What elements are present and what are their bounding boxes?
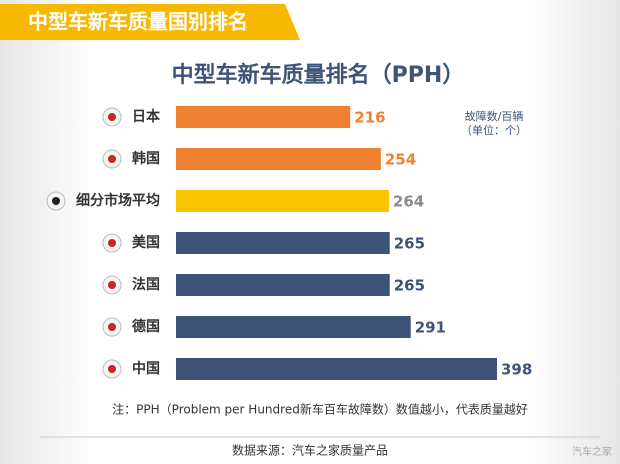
bar	[176, 106, 351, 128]
category-label: 法国	[132, 276, 160, 293]
flag-icon	[108, 365, 116, 373]
flag-icon	[108, 113, 116, 121]
unit-label: 故障数/百辆	[465, 109, 524, 123]
bar	[176, 190, 389, 212]
category-label: 中国	[132, 360, 160, 377]
value-label: 254	[385, 151, 416, 169]
category-label: 细分市场平均	[76, 192, 160, 209]
unit-label: （单位：个）	[461, 123, 527, 137]
flag-icon	[108, 239, 116, 247]
header-title: 中型车新车质量国别排名	[28, 10, 248, 34]
value-label: 216	[354, 109, 385, 127]
source: 数据来源：汽车之家质量产品	[232, 443, 388, 458]
bar	[176, 274, 390, 296]
bar	[176, 148, 381, 170]
value-label: 264	[393, 193, 424, 211]
note: 注：PPH（Problem per Hundred新车百车故障数）数值越小，代表…	[112, 402, 528, 417]
category-label: 日本	[132, 108, 161, 125]
flag-icon	[108, 281, 116, 289]
header-banner	[0, 4, 300, 40]
value-label: 398	[501, 361, 532, 379]
watermark: 汽车之家	[572, 445, 612, 458]
bar	[176, 232, 390, 254]
flag-icon	[108, 155, 116, 163]
bar	[176, 358, 497, 380]
category-label: 韩国	[132, 150, 160, 167]
chart-title: 中型车新车质量排名（PPH）	[172, 62, 465, 88]
flag-icon	[52, 197, 60, 205]
value-label: 265	[394, 277, 425, 295]
value-label: 265	[394, 235, 425, 253]
value-label: 291	[415, 319, 446, 337]
flag-icon	[108, 323, 116, 331]
category-label: 美国	[132, 234, 160, 251]
bar	[176, 316, 411, 338]
category-label: 德国	[132, 318, 160, 335]
